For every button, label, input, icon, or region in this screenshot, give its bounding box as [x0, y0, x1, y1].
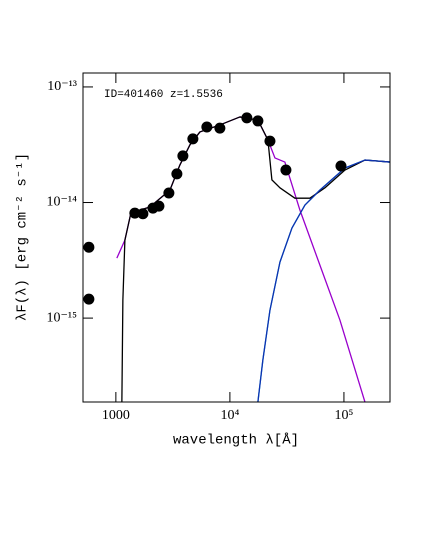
data-point — [264, 135, 276, 147]
x-tick-label: 10⁴ — [220, 408, 239, 423]
data-point — [153, 200, 165, 212]
x-tick-label: 10⁵ — [334, 408, 353, 423]
plot-frame — [82, 72, 391, 403]
x-axis-label: wavelength λ[Å] — [173, 432, 299, 449]
data-point — [137, 208, 149, 220]
plot-area — [83, 112, 390, 402]
data-point — [129, 207, 141, 219]
data-point — [241, 112, 253, 124]
data-point — [252, 115, 264, 127]
data-point — [280, 164, 292, 176]
data-point — [177, 150, 189, 162]
data-point — [171, 168, 183, 180]
data-point — [163, 187, 175, 199]
y-tick-label: 10⁻¹³ — [47, 79, 77, 94]
data-point — [335, 160, 347, 172]
data-point — [83, 293, 95, 305]
y-axis-label: λF(λ) [erg cm⁻² s⁻¹] — [15, 153, 31, 321]
data-point — [187, 133, 199, 145]
annotation: ID=401460 z=1.5536 — [104, 89, 223, 101]
y-tick-label: 10⁻¹⁵ — [47, 310, 78, 325]
model-line — [257, 159, 390, 402]
y-tick-label: 10⁻¹⁴ — [47, 195, 78, 210]
x-tick-label: 1000 — [102, 408, 130, 423]
data-point — [214, 122, 226, 134]
data-point — [201, 121, 213, 133]
data-point — [83, 241, 95, 253]
